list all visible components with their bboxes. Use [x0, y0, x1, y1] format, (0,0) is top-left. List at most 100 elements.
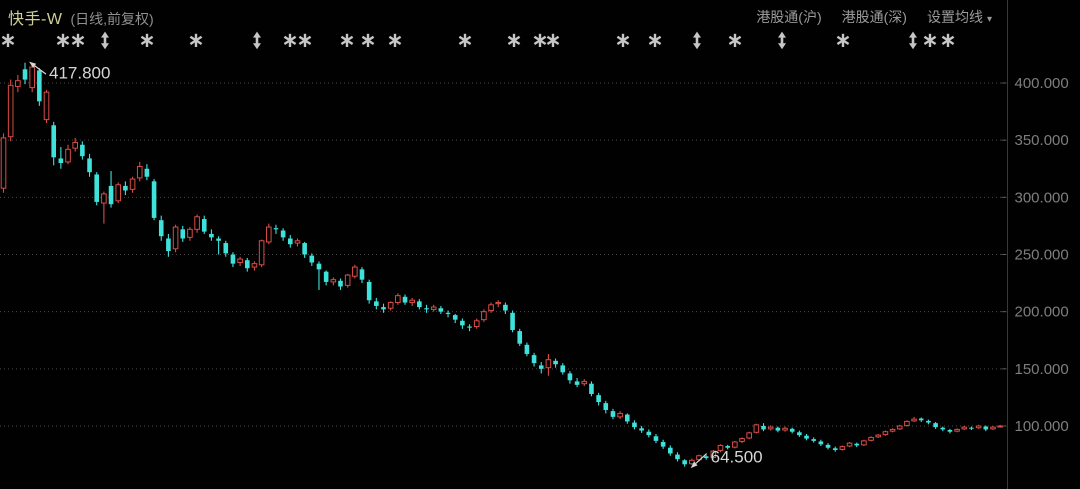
candle[interactable]	[567, 371, 573, 384]
candle[interactable]	[639, 426, 644, 433]
candle[interactable]	[617, 411, 623, 420]
candle[interactable]	[237, 256, 243, 266]
candle[interactable]	[531, 352, 537, 367]
candle[interactable]	[581, 379, 588, 386]
candle[interactable]	[115, 182, 122, 204]
candle[interactable]	[366, 279, 372, 304]
candle[interactable]	[273, 224, 279, 234]
candle[interactable]	[761, 423, 766, 432]
snowflake-marker-icon[interactable]	[71, 33, 85, 47]
candle[interactable]	[280, 228, 286, 241]
candle[interactable]	[746, 431, 752, 440]
candle[interactable]	[201, 215, 207, 234]
candle[interactable]	[875, 434, 882, 439]
candle[interactable]	[15, 74, 21, 93]
candle[interactable]	[560, 363, 566, 375]
candle[interactable]	[904, 420, 910, 427]
candle[interactable]	[29, 64, 35, 93]
candle[interactable]	[7, 79, 14, 142]
candle[interactable]	[517, 328, 523, 346]
candle[interactable]	[703, 455, 709, 460]
candle[interactable]	[832, 446, 838, 452]
candle[interactable]	[37, 68, 42, 106]
snowflake-marker-icon[interactable]	[140, 33, 154, 47]
candle[interactable]	[954, 428, 960, 433]
candle[interactable]	[488, 302, 494, 313]
candle[interactable]	[216, 236, 221, 255]
candle[interactable]	[983, 425, 989, 432]
candle[interactable]	[668, 445, 673, 456]
updown-arrow-marker-icon[interactable]	[693, 31, 701, 50]
candle[interactable]	[445, 310, 451, 318]
candle[interactable]	[151, 179, 157, 221]
event-markers[interactable]	[1, 31, 955, 50]
candle[interactable]	[58, 147, 64, 169]
candle[interactable]	[653, 434, 659, 444]
candle[interactable]	[158, 215, 164, 241]
candle[interactable]	[811, 437, 817, 443]
snowflake-marker-icon[interactable]	[340, 33, 354, 47]
candle[interactable]	[460, 318, 465, 329]
candle[interactable]	[330, 277, 337, 286]
candle[interactable]	[739, 437, 745, 444]
candle[interactable]	[244, 257, 250, 272]
snowflake-marker-icon[interactable]	[941, 33, 955, 47]
candle[interactable]	[387, 301, 394, 311]
candle[interactable]	[753, 423, 760, 434]
candle[interactable]	[316, 261, 322, 290]
candle[interactable]	[854, 442, 860, 448]
candle[interactable]	[80, 141, 85, 160]
candle[interactable]	[108, 171, 114, 208]
snowflake-marker-icon[interactable]	[507, 33, 521, 47]
candle[interactable]	[166, 233, 171, 257]
candle[interactable]	[495, 300, 502, 308]
candle[interactable]	[123, 181, 128, 196]
snowflake-marker-icon[interactable]	[728, 33, 742, 47]
candle[interactable]	[782, 426, 788, 432]
candle[interactable]	[417, 299, 422, 310]
candle[interactable]	[717, 444, 724, 453]
candle[interactable]	[294, 238, 301, 247]
candle[interactable]	[553, 358, 558, 368]
snowflake-marker-icon[interactable]	[533, 33, 547, 47]
candle[interactable]	[846, 442, 853, 448]
candle[interactable]	[352, 264, 358, 279]
candles[interactable]	[0, 62, 1003, 467]
candle[interactable]	[660, 439, 666, 449]
candle[interactable]	[775, 426, 781, 433]
candle[interactable]	[359, 267, 365, 284]
candle[interactable]	[732, 440, 738, 449]
candle[interactable]	[789, 427, 795, 434]
candle[interactable]	[725, 444, 730, 450]
candle[interactable]	[72, 137, 79, 152]
candle[interactable]	[265, 223, 272, 245]
candle[interactable]	[574, 377, 580, 388]
candle[interactable]	[961, 426, 968, 431]
candle[interactable]	[309, 253, 315, 266]
candle[interactable]	[288, 235, 293, 248]
candle[interactable]	[990, 426, 996, 431]
candle[interactable]	[302, 241, 307, 258]
candle[interactable]	[596, 392, 601, 406]
candle[interactable]	[187, 227, 193, 241]
candle[interactable]	[452, 313, 458, 324]
candle[interactable]	[947, 428, 953, 434]
candle[interactable]	[969, 426, 974, 431]
candle[interactable]	[710, 450, 717, 459]
candle[interactable]	[889, 428, 896, 433]
snowflake-marker-icon[interactable]	[1, 33, 15, 47]
candle[interactable]	[251, 261, 258, 271]
updown-arrow-marker-icon[interactable]	[101, 31, 109, 50]
snowflake-marker-icon[interactable]	[283, 33, 297, 47]
candle[interactable]	[997, 424, 1003, 428]
candle[interactable]	[374, 297, 379, 310]
candle[interactable]	[481, 309, 487, 322]
candle[interactable]	[538, 361, 544, 374]
candle[interactable]	[975, 424, 982, 429]
candle[interactable]	[467, 324, 472, 332]
link-hk-connect-sz[interactable]: 港股通(深)	[841, 9, 907, 25]
candle[interactable]	[381, 303, 386, 313]
candle[interactable]	[129, 176, 136, 193]
candle[interactable]	[172, 224, 179, 253]
